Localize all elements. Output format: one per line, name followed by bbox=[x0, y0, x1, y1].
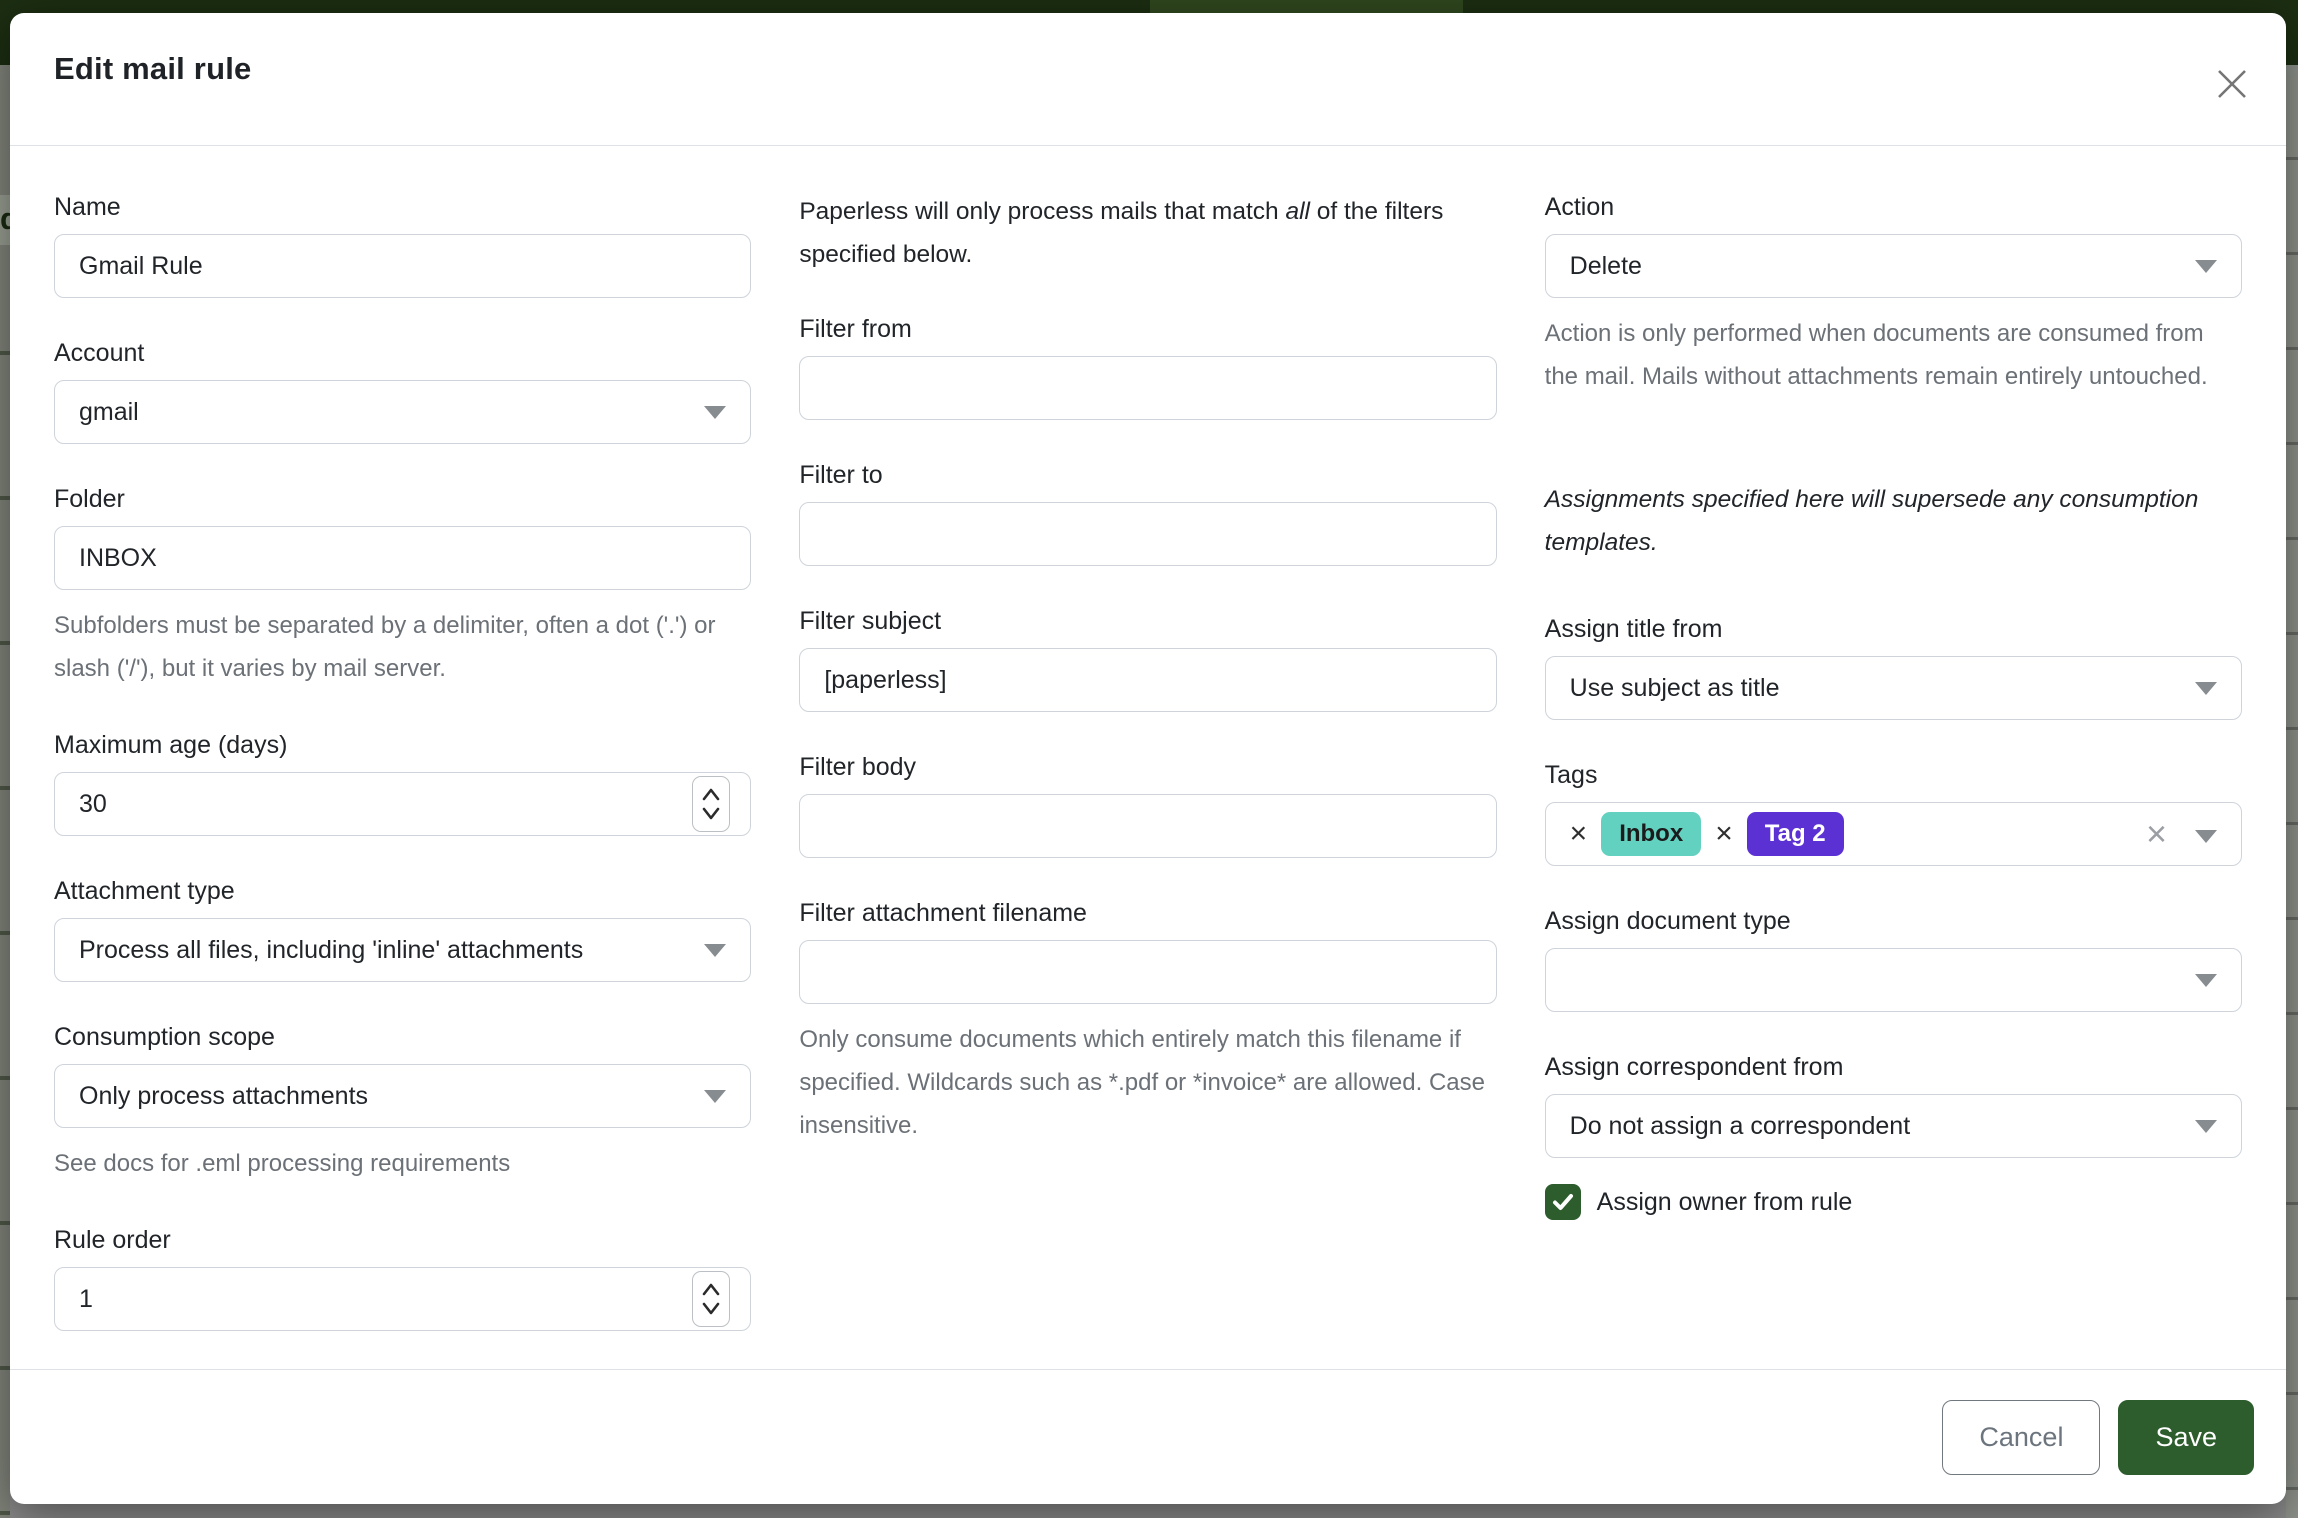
clear-tags-icon[interactable]: × bbox=[2145, 813, 2167, 854]
consumption-scope-select[interactable]: Only process attachments bbox=[54, 1064, 752, 1128]
number-stepper[interactable] bbox=[692, 1271, 731, 1327]
filter-to-input[interactable] bbox=[799, 502, 1497, 566]
column-filters: Paperless will only process mails that m… bbox=[799, 190, 1497, 1369]
chevron-down-icon bbox=[2194, 829, 2217, 843]
check-icon bbox=[1552, 1194, 1573, 1210]
tags-select[interactable]: × Inbox × Tag 2 × bbox=[1544, 802, 2242, 866]
assign-title-value: Use subject as title bbox=[1569, 673, 1780, 702]
assign-title-label: Assign title from bbox=[1544, 615, 1723, 643]
tags-label: Tags bbox=[1544, 761, 1598, 789]
account-select[interactable]: gmail bbox=[54, 380, 752, 444]
consumption-scope-label: Consumption scope bbox=[54, 1023, 275, 1051]
assign-correspondent-select[interactable]: Do not assign a correspondent bbox=[1544, 1094, 2242, 1158]
assign-doctype-label: Assign document type bbox=[1544, 907, 1791, 935]
dimmed-text-fragment: d bbox=[0, 195, 10, 245]
max-age-label: Maximum age (days) bbox=[54, 731, 288, 759]
assign-title-select[interactable]: Use subject as title bbox=[1544, 656, 2242, 720]
dimmed-page-right-edge bbox=[2286, 65, 2298, 1518]
folder-label: Folder bbox=[54, 485, 125, 513]
remove-tag-icon[interactable]: × bbox=[1569, 817, 1588, 850]
edit-mail-rule-dialog: Edit mail rule Name Gmail Rule Account g… bbox=[10, 13, 2286, 1504]
folder-input[interactable]: INBOX bbox=[54, 526, 752, 590]
column-actions: Action Delete Action is only performed w… bbox=[1544, 190, 2242, 1369]
assignments-note: Assignments specified here will supersed… bbox=[1544, 486, 2199, 556]
dialog-footer: Cancel Save bbox=[10, 1369, 2286, 1504]
close-icon bbox=[2218, 70, 2246, 98]
attachment-type-label: Attachment type bbox=[54, 877, 235, 905]
filter-body-label: Filter body bbox=[799, 753, 917, 781]
filter-subject-input[interactable]: [paperless] bbox=[799, 648, 1497, 712]
filter-subject-label: Filter subject bbox=[799, 607, 942, 635]
cancel-button[interactable]: Cancel bbox=[1942, 1400, 2101, 1475]
chevron-down-icon bbox=[2194, 682, 2217, 695]
tag-pill-inbox: Inbox bbox=[1601, 811, 1702, 857]
chevron-down-icon bbox=[2194, 1120, 2217, 1133]
chevron-down-icon bbox=[704, 944, 727, 957]
stepper-chevrons-icon bbox=[703, 1283, 720, 1315]
account-label: Account bbox=[54, 339, 145, 367]
checkbox-checked-icon[interactable] bbox=[1544, 1184, 1581, 1220]
action-select[interactable]: Delete bbox=[1544, 234, 2242, 298]
dialog-header: Edit mail rule bbox=[10, 13, 2286, 146]
tag-pill-tag2: Tag 2 bbox=[1746, 811, 1844, 857]
rule-order-value: 1 bbox=[79, 1284, 93, 1313]
stepper-chevrons-icon bbox=[703, 788, 720, 820]
name-value: Gmail Rule bbox=[79, 251, 203, 280]
max-age-input[interactable]: 30 bbox=[54, 772, 752, 836]
close-button[interactable] bbox=[2210, 62, 2254, 106]
attachment-type-select[interactable]: Process all files, including 'inline' at… bbox=[54, 918, 752, 982]
assign-correspondent-label: Assign correspondent from bbox=[1544, 1053, 1844, 1081]
assign-correspondent-value: Do not assign a correspondent bbox=[1569, 1111, 1911, 1140]
filter-body-input[interactable] bbox=[799, 794, 1497, 858]
folder-value: INBOX bbox=[79, 543, 157, 572]
account-value: gmail bbox=[79, 397, 139, 426]
chevron-down-icon bbox=[704, 1090, 727, 1103]
max-age-value: 30 bbox=[79, 789, 107, 818]
assign-owner-checkbox-row[interactable]: Assign owner from rule bbox=[1544, 1184, 2242, 1220]
filter-subject-value: [paperless] bbox=[824, 665, 947, 694]
rule-order-label: Rule order bbox=[54, 1226, 171, 1254]
action-value: Delete bbox=[1569, 251, 1642, 280]
filter-from-input[interactable] bbox=[799, 356, 1497, 420]
filter-to-label: Filter to bbox=[799, 461, 883, 489]
chevron-down-icon bbox=[704, 406, 727, 419]
attachment-type-value: Process all files, including 'inline' at… bbox=[79, 935, 584, 964]
number-stepper[interactable] bbox=[692, 776, 731, 832]
consumption-help-text: See docs for .eml processing requirement… bbox=[54, 1150, 511, 1177]
name-input[interactable]: Gmail Rule bbox=[54, 234, 752, 298]
save-button[interactable]: Save bbox=[2118, 1400, 2254, 1475]
assign-doctype-select[interactable] bbox=[1544, 948, 2242, 1012]
assign-owner-label: Assign owner from rule bbox=[1596, 1187, 1853, 1216]
action-label: Action bbox=[1544, 193, 1615, 221]
filter-filename-label: Filter attachment filename bbox=[799, 899, 1087, 927]
remove-tag-icon[interactable]: × bbox=[1715, 817, 1733, 850]
chevron-down-icon bbox=[2194, 260, 2217, 273]
dialog-body: Name Gmail Rule Account gmail Folder INB… bbox=[10, 146, 2286, 1369]
chevron-down-icon bbox=[2194, 974, 2217, 987]
rule-order-input[interactable]: 1 bbox=[54, 1267, 752, 1331]
folder-help-text: Subfolders must be separated by a delimi… bbox=[54, 612, 716, 682]
filename-help-text: Only consume documents which entirely ma… bbox=[799, 1026, 1485, 1139]
column-general: Name Gmail Rule Account gmail Folder INB… bbox=[54, 190, 752, 1369]
dimmed-page-left-edge: d bbox=[0, 65, 10, 1518]
action-help-text: Action is only performed when documents … bbox=[1544, 320, 2208, 390]
filter-filename-input[interactable] bbox=[799, 940, 1497, 1004]
filters-intro-text: Paperless will only process mails that m… bbox=[799, 198, 1444, 268]
consumption-scope-value: Only process attachments bbox=[79, 1081, 369, 1110]
filter-from-label: Filter from bbox=[799, 315, 912, 343]
dialog-title: Edit mail rule bbox=[54, 51, 252, 86]
name-label: Name bbox=[54, 193, 121, 221]
